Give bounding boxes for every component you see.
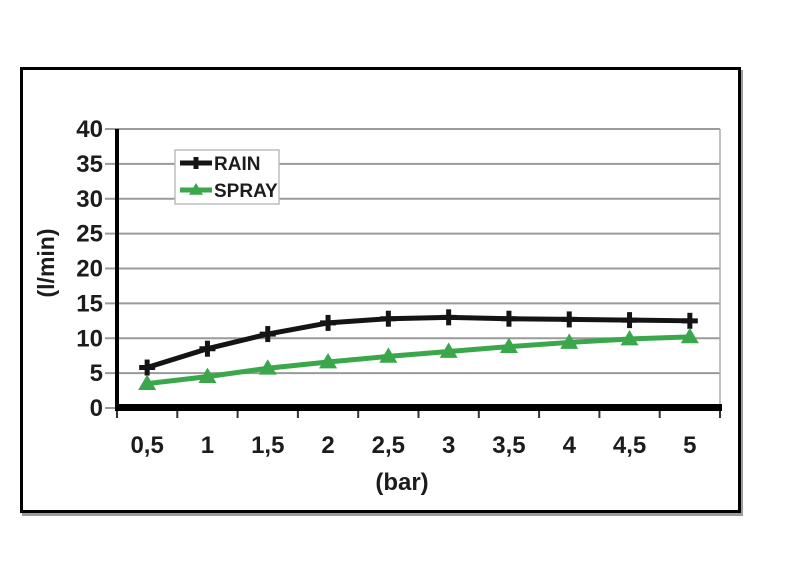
x-tick-labels: 0,5 1 1,5 2 2,5 3 3,5 4 4,5 5 — [130, 432, 696, 459]
triangle-marker-icon — [499, 337, 518, 354]
triangle-marker-icon — [198, 367, 217, 384]
x-axis-ticks — [116, 411, 721, 418]
x-axis-title: (bar) — [375, 469, 428, 496]
series-line — [146, 314, 690, 370]
triangle-marker-icon — [439, 342, 458, 358]
series-line — [146, 334, 690, 387]
x-tick-label: 3,5 — [492, 432, 525, 459]
legend: RAIN SPRAY — [174, 149, 280, 205]
x-tick-label: 1,5 — [251, 432, 284, 459]
y-tick-label: 10 — [76, 325, 103, 352]
x-tick-label: 2,5 — [372, 432, 405, 459]
x-tick-label: 2 — [321, 432, 334, 459]
y-tick-label: 20 — [76, 256, 103, 283]
y-axis-title: (l/min) — [33, 229, 59, 298]
triangle-marker-icon — [189, 183, 203, 195]
y-tick-label: 25 — [76, 221, 103, 248]
x-tick-label: 5 — [683, 432, 696, 459]
legend-entry-rain: RAIN — [180, 154, 260, 175]
series-rain — [139, 309, 698, 376]
triangle-marker-icon — [620, 329, 639, 346]
y-axis-line — [115, 129, 119, 411]
x-tick-label: 4,5 — [613, 432, 646, 459]
triangle-marker-icon — [379, 347, 398, 363]
triangle-marker-icon — [319, 352, 338, 369]
triangle-marker-icon — [560, 333, 579, 349]
legend-label: SPRAY — [214, 181, 278, 202]
y-tick-label: 30 — [76, 186, 103, 213]
y-tick-label: 15 — [76, 290, 103, 317]
x-tick-label: 4 — [563, 432, 577, 459]
chart-figure: 0 5 10 15 20 25 30 35 40 0,5 1 1,5 2 2,5 3 3,5 4 4,5 5 (bar… — [20, 67, 741, 513]
triangle-marker-icon — [680, 327, 699, 344]
x-tick-label: 3 — [442, 432, 455, 459]
y-tick-label: 40 — [76, 116, 103, 143]
legend-box — [174, 149, 280, 205]
x-tick-label: 1 — [201, 432, 214, 459]
series-spray — [138, 327, 699, 390]
x-tick-label: 0,5 — [130, 432, 163, 459]
triangle-marker-icon — [258, 359, 277, 375]
triangle-marker-icon — [138, 374, 157, 390]
y-tick-label: 5 — [90, 360, 103, 387]
legend-label: RAIN — [214, 154, 260, 175]
x-axis-line — [115, 404, 722, 411]
y-tick-label: 0 — [90, 395, 103, 422]
y-tick-labels: 0 5 10 15 20 25 30 35 40 — [76, 116, 103, 422]
y-tick-label: 35 — [76, 151, 103, 178]
legend-entry-spray: SPRAY — [180, 181, 278, 202]
flow-rate-chart: 0 5 10 15 20 25 30 35 40 0,5 1 1,5 2 2,5 3 3,5 4 4,5 5 (bar… — [33, 116, 722, 496]
